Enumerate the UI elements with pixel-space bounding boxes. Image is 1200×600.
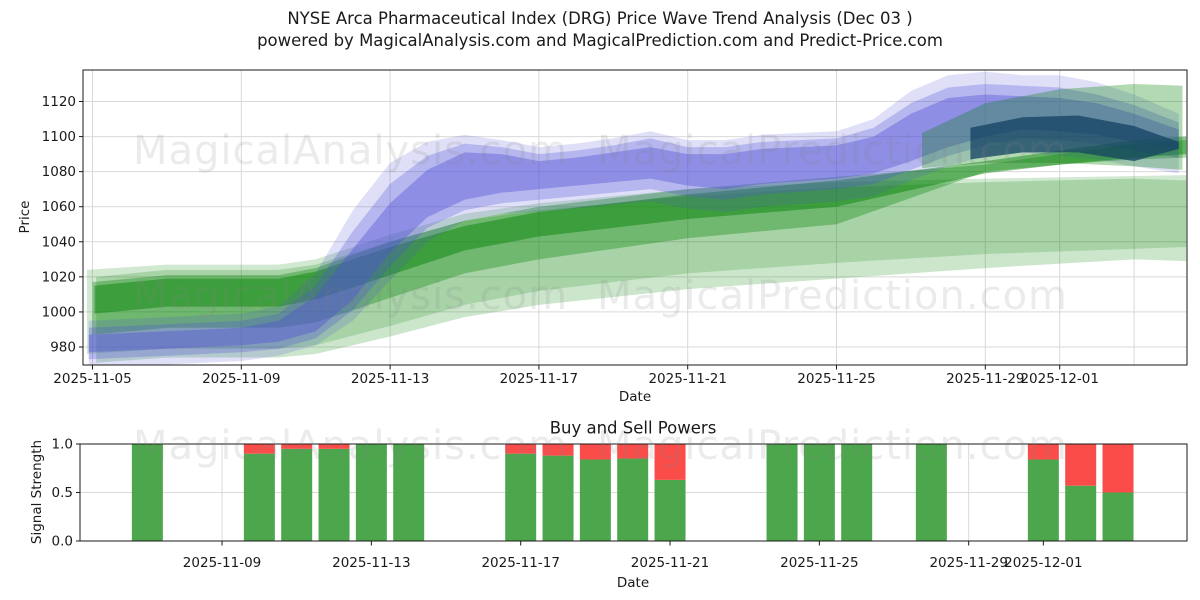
sell-bar (579, 444, 611, 460)
sell-bar (318, 444, 350, 449)
price-ytick-label: 1000 (42, 304, 76, 320)
price-plot-border (82, 69, 1188, 366)
sell-bar (505, 444, 537, 454)
price-band-green-outer (86, 175, 1187, 355)
price-band-green-light (96, 178, 1187, 363)
date-axis-label-bottom: Date (616, 575, 650, 591)
price-band-green-top-right (922, 83, 1183, 170)
signal-xtick-label: 2025-11-17 (481, 555, 559, 571)
signal-chart-title: Buy and Sell Powers (549, 418, 717, 438)
signal-ytick-label: 0.5 (52, 485, 73, 501)
sell-bar (281, 444, 313, 449)
signal-xtick-label: 2025-11-25 (780, 555, 858, 571)
watermark: MagicalPrediction.com (597, 273, 1068, 319)
price-band-blue-outer (88, 71, 1179, 365)
buy-bar (617, 458, 649, 541)
watermark: MagicalAnalysis.com (133, 423, 569, 469)
signal-axis-label: Signal Strength (29, 439, 45, 545)
buy-bar (542, 455, 574, 541)
buy-bar (1102, 492, 1134, 541)
price-ytick-label: 1100 (42, 129, 76, 145)
signal-bars (131, 444, 1134, 541)
price-band-blue-core (88, 94, 1179, 353)
price-xtick-label: 2025-11-21 (648, 371, 726, 387)
chart-title-line2: powered by MagicalAnalysis.com and Magic… (257, 31, 943, 50)
price-xtick-label: 2025-11-09 (202, 371, 280, 387)
price-xtick-label: 2025-11-13 (351, 371, 429, 387)
buy-bar (355, 444, 387, 541)
sell-bar (617, 444, 649, 459)
sell-bar (654, 444, 686, 480)
sell-bar (1065, 444, 1097, 486)
buy-bar (766, 444, 798, 541)
buy-bar (803, 444, 835, 541)
buy-bar (579, 459, 611, 541)
price-axis-label: Price (17, 200, 33, 234)
price-ytick-label: 1040 (42, 234, 76, 250)
price-xtick-label: 2025-11-25 (797, 371, 875, 387)
watermark: MagicalAnalysis.com (133, 273, 569, 319)
buy-bar (393, 444, 425, 541)
price-band-green-mid (92, 140, 1187, 335)
buy-bar (243, 453, 275, 541)
price-band-green-core (94, 136, 1187, 314)
signal-ytick-label: 1.0 (52, 437, 73, 453)
sell-bar (542, 444, 574, 456)
buy-bar (915, 444, 947, 541)
signal-ytick-label: 0.0 (52, 534, 73, 550)
chart-title-line1: NYSE Arca Pharmaceutical Index (DRG) Pri… (287, 9, 913, 28)
watermark: MagicalAnalysis.com (133, 128, 569, 174)
signal-xtick-label: 2025-11-09 (183, 555, 261, 571)
buy-bar (131, 444, 163, 541)
signal-axis: 0.0 0.5 1.0 2025-11-09 2025-11-13 2025-11-17 2… (52, 437, 1083, 572)
price-band-navy-arrow (970, 115, 1179, 162)
price-ytick-label: 1120 (42, 94, 76, 110)
price-ytick-label: 1080 (42, 164, 76, 180)
price-xtick-label: 2025-11-05 (53, 371, 131, 387)
signal-xtick-label: 2025-11-29 (929, 555, 1007, 571)
price-xtick-label: 2025-11-29 (946, 371, 1024, 387)
price-ytick-label: 980 (50, 339, 76, 355)
sell-bar (243, 444, 275, 454)
signal-xtick-label: 2025-11-21 (631, 555, 709, 571)
price-xtick-label: 2025-11-17 (500, 371, 578, 387)
buy-bar (318, 448, 350, 541)
signal-xtick-label: 2025-12-01 (1004, 555, 1082, 571)
date-axis-label-top: Date (618, 389, 652, 405)
price-xtick-label: 2025-12-01 (1020, 371, 1098, 387)
buy-bar (281, 448, 313, 541)
sell-bar (1027, 444, 1059, 460)
sell-bar (1102, 444, 1134, 493)
buy-bar (1065, 485, 1097, 541)
signal-xtick-label: 2025-11-13 (332, 555, 410, 571)
price-band-blue-mid (88, 83, 1179, 360)
price-wave-bands (86, 71, 1187, 365)
watermark: MagicalPrediction.com (597, 128, 1068, 174)
price-axis: 980 1000 1020 1040 1060 1080 1100 1120 2025-11-0… (42, 94, 1099, 387)
buy-bar (841, 444, 873, 541)
price-ytick-label: 1060 (42, 199, 76, 215)
buy-bar (654, 479, 686, 541)
price-ytick-label: 1020 (42, 269, 76, 285)
watermark: MagicalPrediction.com (597, 423, 1068, 469)
buy-bar (1027, 459, 1059, 541)
price-grid (83, 70, 1187, 365)
buy-bar (505, 453, 537, 541)
